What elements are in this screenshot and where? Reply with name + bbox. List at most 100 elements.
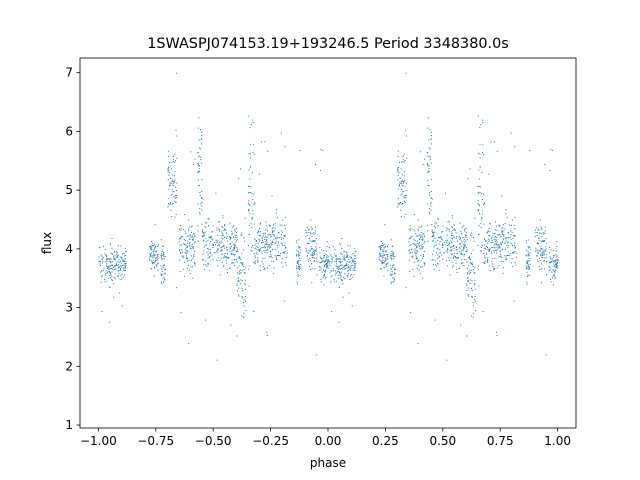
data-point <box>262 257 264 259</box>
data-point <box>221 234 223 236</box>
data-point <box>217 249 219 251</box>
data-point <box>510 132 512 134</box>
data-point <box>305 229 307 231</box>
data-point <box>506 245 508 247</box>
data-point <box>434 319 436 321</box>
data-point <box>349 268 351 269</box>
data-point <box>484 262 486 264</box>
data-point <box>541 233 543 235</box>
data-point <box>394 268 396 270</box>
data-point <box>427 152 429 154</box>
data-point <box>552 260 554 262</box>
data-point <box>176 190 177 191</box>
data-point <box>179 249 181 251</box>
data-point <box>550 268 552 270</box>
data-point <box>308 252 310 254</box>
data-point <box>215 244 216 246</box>
data-point <box>259 248 261 250</box>
data-point <box>427 184 429 186</box>
data-point <box>398 166 399 168</box>
data-point <box>120 266 122 268</box>
data-point <box>387 244 389 246</box>
data-point <box>506 237 508 239</box>
data-point <box>451 234 452 236</box>
data-point <box>401 183 403 185</box>
data-point <box>216 259 218 261</box>
data-point <box>450 240 452 242</box>
data-point <box>404 171 406 173</box>
data-point <box>492 233 494 235</box>
data-point <box>525 255 527 257</box>
data-point <box>537 249 539 251</box>
data-point <box>339 268 341 270</box>
data-point <box>543 253 545 255</box>
data-point <box>170 209 172 211</box>
data-point <box>391 245 393 247</box>
data-point <box>179 259 181 261</box>
data-point <box>461 233 463 235</box>
data-point <box>416 267 418 269</box>
data-point <box>474 279 476 281</box>
data-point <box>188 264 190 266</box>
data-point <box>539 254 541 256</box>
data-point <box>466 272 468 274</box>
data-point <box>236 234 238 236</box>
data-point <box>417 228 419 230</box>
data-point <box>200 205 202 207</box>
data-point <box>414 248 416 250</box>
data-point <box>470 272 471 273</box>
data-point <box>124 262 126 264</box>
data-point <box>154 243 155 245</box>
data-point <box>539 233 541 235</box>
data-point <box>535 232 537 233</box>
data-point <box>433 264 434 266</box>
data-point <box>449 260 451 262</box>
data-point <box>109 267 111 269</box>
data-point <box>335 263 337 265</box>
data-point <box>206 244 208 246</box>
data-point <box>488 249 490 251</box>
data-point <box>489 248 491 250</box>
data-point <box>190 226 192 228</box>
data-point <box>305 249 307 251</box>
data-point <box>507 232 509 234</box>
data-point <box>237 279 239 281</box>
data-point <box>243 316 245 318</box>
data-point <box>223 265 225 267</box>
data-point <box>270 255 272 257</box>
data-point <box>189 234 191 236</box>
data-point <box>211 231 213 233</box>
data-point <box>270 243 272 245</box>
data-point <box>539 269 541 270</box>
data-point <box>477 185 479 187</box>
data-point <box>489 265 491 267</box>
data-point <box>538 243 539 245</box>
data-point <box>236 261 238 263</box>
data-point <box>502 227 504 229</box>
data-point <box>418 234 420 236</box>
data-point <box>410 236 412 238</box>
data-point <box>180 229 182 231</box>
data-point <box>150 267 152 269</box>
data-point <box>281 224 283 226</box>
data-point <box>296 265 297 267</box>
data-point <box>450 257 452 259</box>
data-point <box>162 273 164 275</box>
data-point <box>109 261 111 263</box>
data-point <box>556 259 558 261</box>
data-point <box>122 259 124 261</box>
data-point <box>201 223 203 225</box>
data-point <box>455 257 457 258</box>
data-point <box>390 255 392 257</box>
data-point <box>422 254 424 255</box>
data-point <box>442 225 444 227</box>
data-point <box>342 266 344 268</box>
data-point <box>480 223 482 225</box>
data-point <box>355 261 356 262</box>
data-point <box>325 259 327 261</box>
data-point <box>266 240 268 242</box>
data-point <box>399 184 401 186</box>
data-point <box>170 177 172 179</box>
data-point <box>398 185 400 187</box>
data-point <box>189 242 191 244</box>
